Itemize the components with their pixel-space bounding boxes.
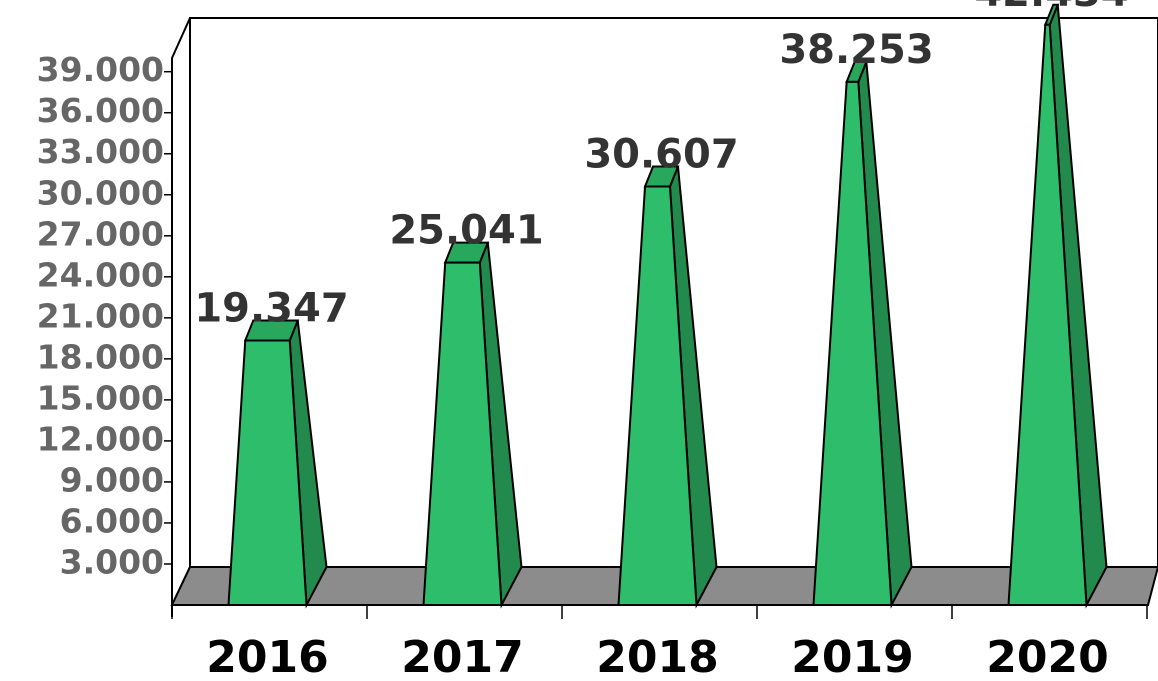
bar-front [617,185,698,606]
y-tick-label: 18.000 [37,337,164,376]
value-label: 30.607 [584,131,738,177]
x-tick-label: 2016 [206,632,328,681]
value-label: 38.253 [779,27,933,73]
bar [422,241,523,609]
y-tick-label: 3.000 [60,542,164,581]
y-tick-label: 39.000 [37,50,164,89]
y-tick-label: 36.000 [37,91,164,130]
y-tick-label: 21.000 [37,296,164,335]
value-label: 19.347 [194,285,348,331]
y-tick-label: 30.000 [37,173,164,212]
bar-front [1007,23,1088,606]
x-tick-label: 2020 [986,632,1108,681]
y-tick-label: 15.000 [37,378,164,417]
bar [617,165,718,609]
x-tick-label: 2019 [791,632,913,681]
value-label: 25.041 [389,208,543,254]
side-wall [171,17,191,606]
x-tick-label: 2017 [401,632,523,681]
x-tick-label: 2018 [596,632,718,681]
y-tick-label: 12.000 [37,419,164,458]
value-label: 42.434 [974,0,1128,16]
bar [812,60,913,609]
y-tick-label: 33.000 [37,132,164,171]
bar-front [812,80,893,606]
y-tick-label: 27.000 [37,214,164,253]
bar [227,319,328,609]
bar-front [422,261,503,606]
y-tick-label: 9.000 [60,460,164,499]
bar-front [227,339,308,606]
y-tick-label: 6.000 [60,501,164,540]
y-tick-label: 24.000 [37,255,164,294]
bar [1007,3,1108,609]
